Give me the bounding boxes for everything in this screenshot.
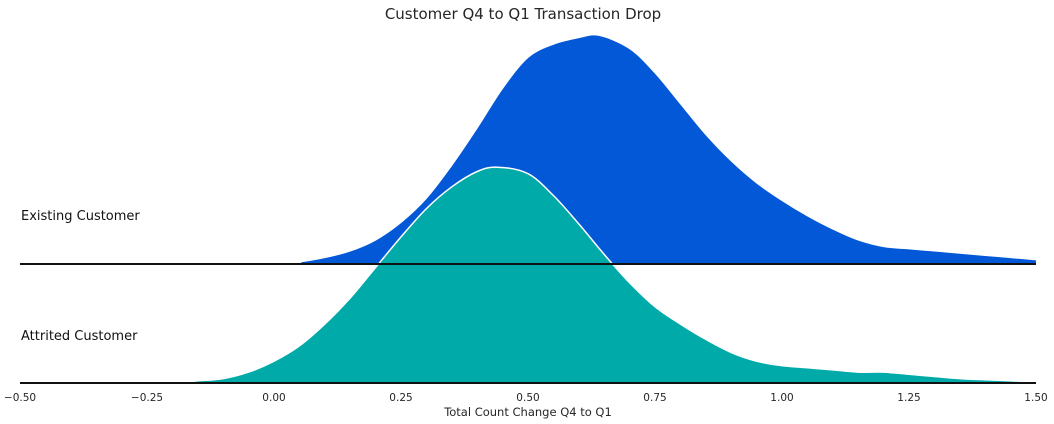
x-tick-label: 1.50 xyxy=(1024,392,1047,404)
x-tick-label: 0.50 xyxy=(516,392,539,404)
density-area-existing-customer xyxy=(20,34,1036,265)
density-area-attrited-customer xyxy=(20,167,1036,384)
x-tick-label: 0.25 xyxy=(389,392,412,404)
x-tick-label: 0.00 xyxy=(262,392,285,404)
x-axis-label: Total Count Change Q4 to Q1 xyxy=(443,405,612,419)
density-outline-attrited-customer xyxy=(19,166,1037,384)
x-axis-ticks: −0.50 −0.25 0.00 0.25 0.50 0.75 1.00 1.25 1.50 xyxy=(4,392,1048,404)
row-label-existing-customer: Existing Customer xyxy=(21,209,140,224)
chart-title: Customer Q4 to Q1 Transaction Drop xyxy=(385,5,661,23)
density-outline-existing-customer xyxy=(19,33,1037,265)
x-tick-label: −0.25 xyxy=(131,392,163,404)
row-label-attrited-customer: Attrited Customer xyxy=(21,329,138,344)
x-tick-label: −0.50 xyxy=(4,392,36,404)
baselines-layer xyxy=(20,263,1036,384)
x-tick-label: 1.25 xyxy=(897,392,920,404)
x-tick-label: 1.00 xyxy=(770,392,793,404)
ridges-layer xyxy=(19,33,1037,384)
x-tick-label: 0.75 xyxy=(643,392,666,404)
